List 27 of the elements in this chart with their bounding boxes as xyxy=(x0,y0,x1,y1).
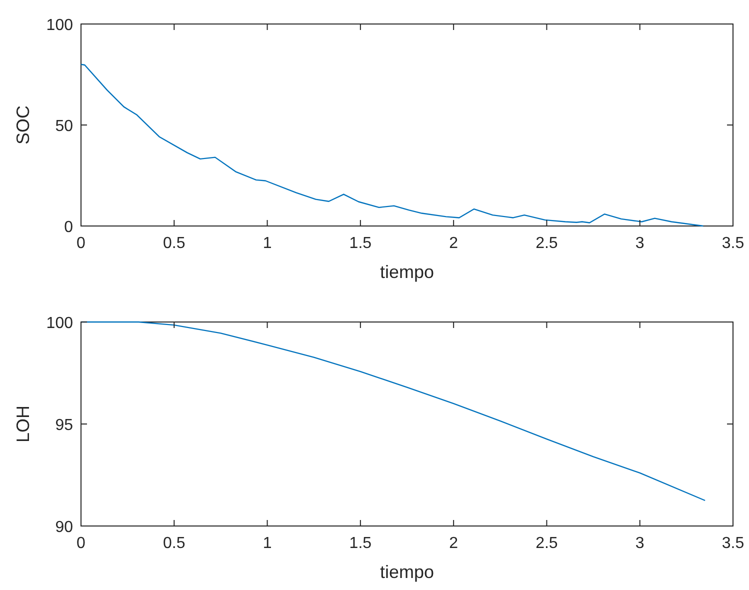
x-tick-label: 2.5 xyxy=(536,535,558,552)
y-tick-label: 50 xyxy=(55,118,74,135)
x-tick-label: 2 xyxy=(449,235,458,252)
x-axis-title: tiempo xyxy=(380,262,434,282)
x-tick-label: 1 xyxy=(262,535,272,552)
x-tick-label: 0 xyxy=(76,535,86,552)
x-tick-label: 2 xyxy=(449,535,458,552)
y-axis-title: LOH xyxy=(13,405,33,443)
line-series xyxy=(80,64,704,227)
x-tick-label: 1.5 xyxy=(349,235,372,252)
x-tick-label: 1.5 xyxy=(349,535,372,552)
x-tick-label: 0.5 xyxy=(163,235,186,252)
x-tick-label: 3.5 xyxy=(722,235,744,252)
x-tick-label: 3.5 xyxy=(722,535,744,552)
y-tick-label: 100 xyxy=(46,315,74,332)
x-tick-label: 0.5 xyxy=(163,535,186,552)
y-axis-title: SOC xyxy=(13,105,33,145)
y-tick-label: 90 xyxy=(55,519,74,536)
x-tick-label: 2.5 xyxy=(536,235,558,252)
y-tick-label: 0 xyxy=(64,219,74,236)
x-tick-label: 3 xyxy=(635,235,644,252)
x-tick-label: 3 xyxy=(635,535,644,552)
x-axis-title: tiempo xyxy=(380,562,434,582)
x-tick-label: 1 xyxy=(262,235,272,252)
x-tick-label: 0 xyxy=(76,235,86,252)
y-tick-label: 100 xyxy=(46,17,74,34)
y-tick-label: 95 xyxy=(55,417,74,434)
